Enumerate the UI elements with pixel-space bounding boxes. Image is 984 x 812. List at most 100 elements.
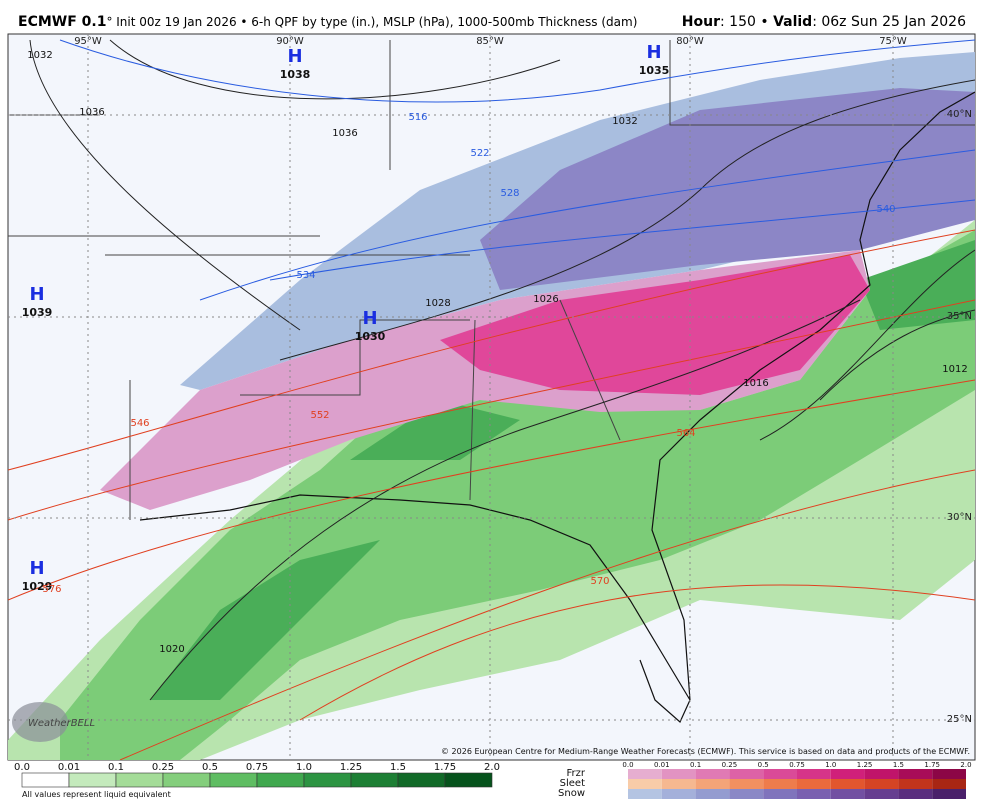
mixed-tick: 1.75 (924, 761, 940, 769)
mixed-swatch (830, 779, 865, 789)
mixed-swatch (695, 779, 730, 789)
mixed-tick: 1.25 (857, 761, 873, 769)
rain-swatch (350, 772, 399, 788)
mixed-swatch (797, 769, 831, 779)
isobar-label: 1036 (79, 107, 104, 118)
isobar-label: 1032 (612, 116, 637, 127)
rain-swatch (162, 772, 211, 788)
mixed-swatch (661, 769, 696, 779)
rain-tick: 0.01 (58, 762, 80, 773)
logo: WeatherBELL (28, 718, 95, 729)
thickness-label: 522 (470, 148, 489, 159)
mixed-tick: 0.1 (690, 761, 701, 769)
high-symbol: H (362, 308, 377, 329)
rain-swatch (21, 772, 70, 788)
latitude-label: 40°N (947, 109, 972, 120)
hour-label: Hour (682, 14, 720, 30)
latitude-label: 25°N (947, 714, 972, 725)
row-name: Frzr (567, 768, 586, 779)
rain-swatch (115, 772, 164, 788)
valid-label: Valid (773, 14, 812, 30)
rain-swatch (68, 772, 117, 788)
mixed-swatch (864, 769, 899, 779)
rain-tick: 1.5 (390, 762, 406, 773)
rain-tick: 0.25 (152, 762, 174, 773)
thickness-label: 540 (876, 204, 895, 215)
mixed-swatch (763, 789, 797, 799)
map-layers (8, 34, 975, 760)
high-pressure: 1039 (22, 306, 53, 319)
latitude-label: 30°N (947, 512, 972, 523)
valid-value: : 06z Sun 25 Jan 2026 (812, 14, 966, 30)
heavy-freezing-rain (440, 255, 870, 395)
longitude-label: 75°W (879, 36, 907, 47)
mixed-swatch (661, 789, 696, 799)
high-pressure: 1030 (355, 330, 386, 343)
mixed-swatch (932, 769, 966, 779)
title: ECMWF 0.1° Init 00z 19 Jan 2026 • 6-h QP… (18, 14, 637, 30)
mixed-tick: 0.0 (622, 761, 633, 769)
high-pressure: 1038 (280, 68, 311, 81)
mixed-swatch (729, 769, 764, 779)
thickness-label: 546 (130, 418, 149, 429)
latitude-label: 35°N (947, 311, 972, 322)
mixed-swatch (628, 789, 662, 799)
thickness-label: 528 (500, 188, 519, 199)
mixed-swatch (695, 769, 730, 779)
high-pressure: 1029 (22, 580, 53, 593)
mixed-swatch (763, 779, 797, 789)
rain-swatch (397, 772, 446, 788)
thickness-label: 534 (296, 270, 315, 281)
mixed-tick: 0.75 (789, 761, 805, 769)
mixed-swatch (729, 789, 764, 799)
row-name: Sleet (560, 778, 585, 789)
rain-tick: 1.0 (296, 762, 312, 773)
mixed-swatch (830, 769, 865, 779)
graticule (8, 34, 975, 760)
high-symbol: H (29, 284, 44, 305)
high-pressure: 1035 (639, 64, 670, 77)
longitude-label: 85°W (476, 36, 504, 47)
mixed-tick: 1.5 (893, 761, 904, 769)
high-symbol: H (646, 42, 661, 63)
mixed-swatch (628, 779, 662, 789)
heavy-snow (480, 88, 975, 290)
cold-thickness (59, 39, 975, 301)
row-name: Snow (558, 788, 585, 799)
thickness-label: 516 (408, 112, 427, 123)
rain-swatch (209, 772, 258, 788)
isobar-label: 1020 (159, 644, 184, 655)
high-symbol: H (29, 558, 44, 579)
rain-tick: 2.0 (484, 762, 500, 773)
mixed-swatch (830, 789, 865, 799)
longitude-label: 90°W (276, 36, 304, 47)
mixed-swatch (628, 769, 662, 779)
high-symbol: H (287, 46, 302, 67)
isobar-label: 1028 (425, 298, 450, 309)
isobar-label: 1026 (533, 294, 558, 305)
mixed-swatch (864, 789, 899, 799)
mixed-swatch (898, 779, 933, 789)
mixed-tick: 0.01 (654, 761, 670, 769)
model: ECMWF 0.1 (18, 14, 106, 30)
mixed-swatch (661, 779, 696, 789)
mixed-tick: 1.0 (825, 761, 836, 769)
mixed-swatch (932, 779, 966, 789)
mixed-swatch (932, 789, 966, 799)
logo-globe (12, 702, 68, 742)
rain-swatch (256, 772, 305, 788)
thickness-label: 552 (310, 410, 329, 421)
isobar-label: 1012 (942, 364, 967, 375)
mixed-swatch (763, 769, 797, 779)
mixed-swatch (898, 769, 933, 779)
rain-tick: 0.5 (202, 762, 218, 773)
mixed-tick: 2.0 (960, 761, 971, 769)
thickness-label: 570 (590, 576, 609, 587)
mixed-tick: 0.25 (722, 761, 738, 769)
mixed-swatch (797, 779, 831, 789)
legend-note: All values represent liquid equivalent (22, 790, 171, 799)
thickness-label: 564 (676, 428, 695, 439)
rain-tick: 0.75 (246, 762, 268, 773)
